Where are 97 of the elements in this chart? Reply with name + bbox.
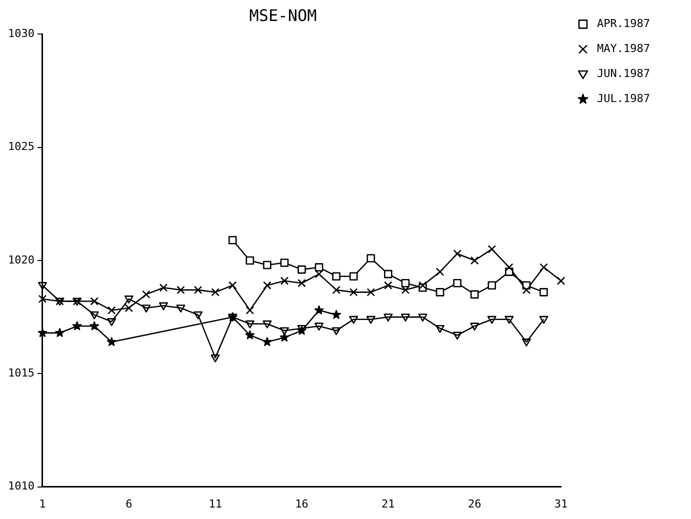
point — [90, 297, 98, 306]
point — [400, 314, 410, 322]
point — [540, 263, 548, 272]
point — [124, 304, 134, 312]
point — [280, 258, 289, 267]
legend-label: JUN.1987 — [597, 67, 650, 80]
x-tick-label: 31 — [554, 497, 568, 510]
point — [280, 327, 289, 336]
point — [522, 286, 531, 294]
point — [262, 337, 272, 346]
point — [556, 276, 566, 286]
point — [436, 288, 444, 296]
point — [38, 282, 47, 290]
point — [384, 281, 392, 290]
point — [332, 286, 340, 294]
point — [436, 268, 444, 276]
point — [246, 306, 254, 314]
point — [72, 321, 82, 330]
point — [263, 281, 272, 290]
point — [263, 260, 272, 270]
point — [349, 272, 358, 280]
point — [401, 278, 410, 288]
point — [210, 354, 220, 362]
x-tick-label: 11 — [208, 497, 222, 510]
point — [418, 314, 428, 322]
point — [470, 256, 479, 265]
point — [124, 296, 134, 304]
point — [38, 294, 47, 304]
point — [452, 332, 462, 340]
point — [314, 305, 324, 314]
point — [280, 332, 290, 342]
point — [194, 286, 202, 294]
point — [194, 311, 203, 320]
point — [488, 281, 496, 290]
point — [245, 330, 255, 340]
point — [332, 327, 341, 336]
point — [142, 304, 151, 313]
point — [418, 281, 427, 290]
point — [211, 288, 220, 296]
point — [298, 265, 306, 274]
point — [470, 290, 479, 299]
point — [488, 245, 496, 254]
point — [366, 288, 376, 296]
point — [90, 311, 99, 320]
point — [90, 321, 99, 330]
point — [262, 320, 272, 328]
y-tick-label: 1030 — [8, 27, 34, 40]
point — [245, 320, 254, 328]
point — [38, 328, 48, 337]
legend-label: JUL.1987 — [597, 92, 650, 106]
x-tick-label: 6 — [126, 497, 132, 510]
point — [436, 324, 445, 333]
point — [384, 270, 392, 278]
point — [349, 316, 358, 324]
point — [540, 288, 548, 296]
point — [55, 328, 64, 337]
point — [384, 314, 393, 322]
x-tick-label: 26 — [468, 497, 482, 510]
point — [176, 286, 185, 294]
point — [366, 316, 376, 324]
point — [176, 304, 186, 313]
point — [142, 290, 150, 299]
point — [106, 337, 116, 346]
point — [158, 302, 168, 310]
y-tick-label: 1025 — [8, 140, 34, 154]
point — [505, 263, 514, 272]
point — [504, 316, 514, 324]
x-tick-label: 16 — [295, 497, 308, 510]
point — [314, 322, 324, 331]
x-tick-label: 21 — [382, 497, 395, 510]
point — [453, 278, 462, 288]
point — [107, 318, 116, 326]
point — [366, 254, 376, 262]
point — [522, 338, 531, 346]
point — [159, 284, 168, 292]
point — [349, 288, 358, 296]
point — [487, 316, 496, 324]
x-tick-label: 1 — [39, 497, 46, 510]
point — [453, 250, 462, 258]
point — [228, 281, 237, 290]
point — [470, 322, 480, 331]
point — [314, 263, 324, 272]
point — [314, 270, 324, 278]
y-tick-label: 1020 — [8, 253, 34, 266]
point — [539, 316, 548, 324]
point — [332, 272, 340, 280]
y-tick-label: 1015 — [8, 366, 34, 380]
legend-label: APR.1987 — [597, 17, 650, 30]
point — [107, 306, 116, 314]
chart-title: MSE-NOM — [249, 6, 317, 25]
point — [246, 256, 254, 265]
legend-label: MAY.1987 — [597, 42, 650, 56]
point — [280, 276, 289, 286]
y-tick-label: 1010 — [8, 480, 34, 493]
point — [298, 278, 306, 288]
point — [332, 310, 341, 319]
point — [228, 236, 237, 244]
